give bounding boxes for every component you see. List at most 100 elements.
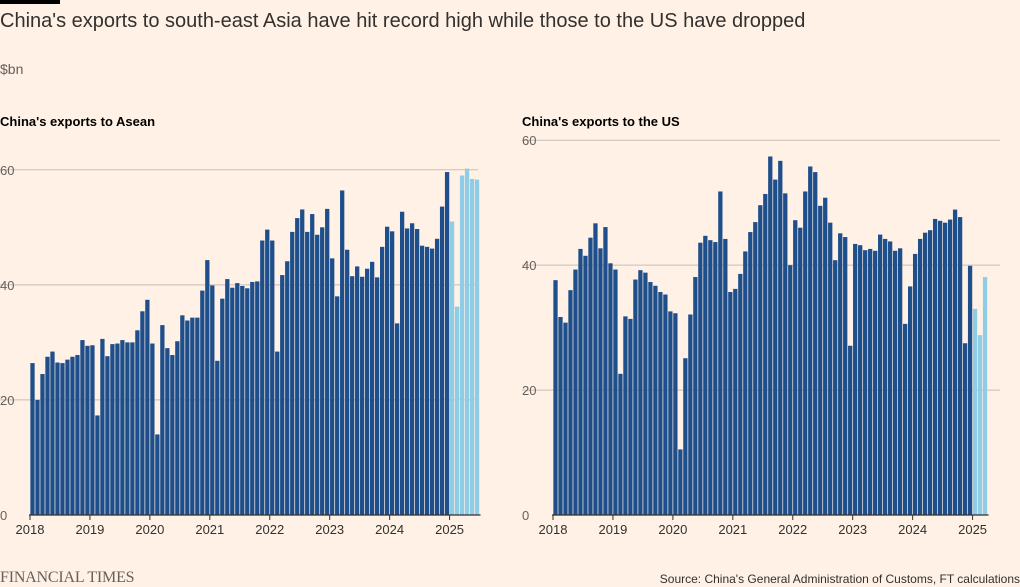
bar: [225, 279, 230, 515]
bar: [220, 298, 225, 515]
bar: [828, 222, 833, 515]
x-tick-label: 2021: [195, 522, 224, 537]
bar: [155, 434, 160, 515]
bar: [893, 250, 898, 516]
bar: [668, 311, 673, 515]
bar: [260, 240, 265, 515]
bar: [35, 399, 40, 515]
bar: [633, 279, 638, 515]
bar: [908, 286, 913, 515]
bar: [912, 253, 918, 516]
bar: [598, 248, 603, 516]
bar: [863, 250, 868, 516]
bar: [464, 168, 470, 515]
bar: [424, 246, 430, 516]
bar: [733, 288, 738, 515]
x-tick-label: 2021: [718, 522, 747, 537]
bar: [399, 211, 405, 515]
bar: [315, 234, 320, 515]
bar: [798, 227, 803, 515]
bar: [743, 251, 748, 516]
bar: [389, 231, 395, 515]
bar: [673, 313, 678, 515]
bar: [778, 160, 783, 516]
bar: [713, 242, 718, 516]
source-note: Source: China's General Administration o…: [659, 572, 1020, 586]
bar: [205, 260, 210, 515]
unit-label: $bn: [0, 61, 24, 77]
bar: [868, 248, 873, 516]
bar: [723, 238, 728, 515]
bar: [275, 351, 280, 515]
x-tick-label: 2019: [598, 522, 627, 537]
bar: [180, 315, 185, 515]
bar: [310, 214, 315, 515]
bar: [120, 340, 125, 515]
bar: [942, 222, 948, 515]
bar: [688, 314, 693, 515]
x-tick-label: 2022: [255, 522, 284, 537]
bar: [80, 340, 85, 515]
bar: [803, 191, 808, 515]
bar: [95, 415, 100, 515]
bar: [643, 272, 648, 515]
ft-logo: FINANCIAL TIMES: [0, 569, 135, 586]
bar: [444, 172, 450, 515]
bar: [160, 325, 165, 515]
bar: [947, 219, 953, 515]
bar: [553, 280, 558, 515]
bar: [370, 261, 375, 515]
bar: [245, 288, 250, 515]
bar: [185, 320, 190, 515]
y-tick-label: 20: [0, 393, 14, 408]
bar: [788, 265, 793, 515]
bar: [375, 277, 380, 515]
bar: [210, 285, 215, 515]
y-tick-label: 60: [0, 163, 14, 178]
bar: [105, 356, 110, 515]
bar: [165, 348, 170, 515]
bar: [813, 172, 818, 515]
bar: [325, 208, 330, 515]
bar: [290, 231, 295, 515]
bar: [110, 344, 115, 515]
bar: [558, 317, 563, 515]
bar: [345, 249, 350, 516]
bar: [340, 190, 345, 515]
bar: [683, 358, 688, 515]
bar: [380, 246, 385, 516]
bar: [335, 296, 340, 515]
x-tick-label: 2018: [16, 522, 45, 537]
panel-title: China's exports to Asean: [0, 114, 155, 129]
bar: [972, 308, 978, 515]
bar: [768, 156, 773, 516]
y-tick-label: 20: [522, 383, 536, 398]
bar: [898, 248, 903, 516]
y-tick-label: 40: [522, 258, 536, 273]
bar: [703, 235, 708, 515]
bar: [903, 323, 908, 515]
bar: [195, 317, 200, 515]
bar: [818, 205, 823, 515]
bar: [808, 166, 813, 516]
bar: [449, 221, 455, 516]
bar: [957, 217, 963, 515]
bar: [952, 209, 958, 515]
bar: [409, 223, 415, 515]
bar: [833, 260, 838, 515]
bar: [45, 356, 50, 515]
bar: [255, 281, 260, 515]
x-tick-label: 2024: [375, 522, 404, 537]
bar: [858, 245, 863, 515]
bar: [419, 245, 425, 515]
bar: [568, 290, 573, 515]
bar: [678, 449, 683, 515]
us-exports-chart: China's exports to the US 0 20 40 60 2018 2019…: [522, 114, 1000, 537]
bar: [145, 299, 150, 515]
bar: [115, 343, 120, 515]
bar: [50, 351, 55, 515]
bar: [623, 316, 628, 515]
x-tick-label: 2023: [315, 522, 344, 537]
bar: [853, 243, 858, 515]
bar: [917, 238, 923, 515]
